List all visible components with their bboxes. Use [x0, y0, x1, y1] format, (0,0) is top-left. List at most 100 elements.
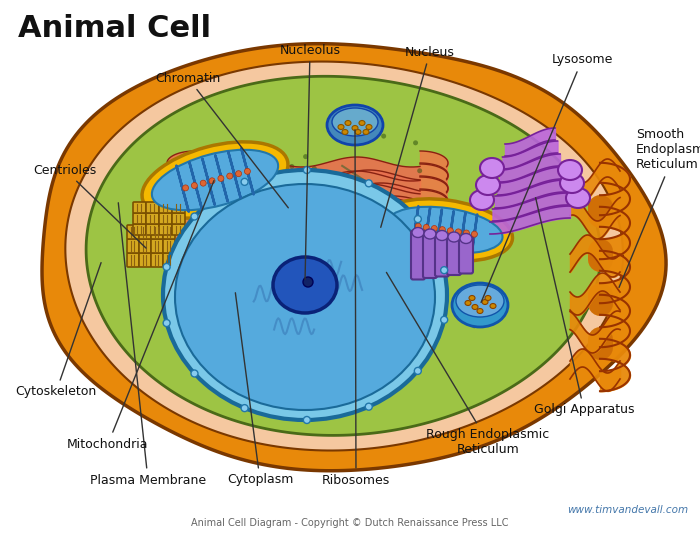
- Ellipse shape: [342, 130, 348, 134]
- Ellipse shape: [365, 403, 372, 410]
- FancyBboxPatch shape: [151, 239, 163, 253]
- Ellipse shape: [503, 241, 507, 246]
- FancyBboxPatch shape: [172, 213, 185, 224]
- Ellipse shape: [241, 404, 248, 411]
- Ellipse shape: [366, 125, 372, 130]
- Text: Centrioles: Centrioles: [34, 164, 146, 248]
- FancyBboxPatch shape: [159, 202, 172, 213]
- Ellipse shape: [218, 176, 224, 181]
- Ellipse shape: [447, 251, 452, 256]
- Ellipse shape: [257, 359, 262, 363]
- FancyBboxPatch shape: [127, 239, 139, 253]
- Polygon shape: [86, 76, 601, 435]
- FancyBboxPatch shape: [127, 225, 139, 239]
- Ellipse shape: [377, 199, 512, 261]
- Ellipse shape: [365, 180, 372, 187]
- Ellipse shape: [297, 246, 302, 251]
- FancyBboxPatch shape: [447, 235, 461, 275]
- Ellipse shape: [241, 178, 248, 185]
- FancyBboxPatch shape: [423, 232, 437, 278]
- Ellipse shape: [344, 295, 349, 300]
- FancyBboxPatch shape: [133, 213, 146, 224]
- Ellipse shape: [200, 180, 206, 186]
- Ellipse shape: [486, 290, 491, 295]
- FancyBboxPatch shape: [411, 231, 425, 280]
- Ellipse shape: [388, 207, 503, 253]
- Ellipse shape: [440, 227, 445, 233]
- FancyBboxPatch shape: [159, 213, 172, 224]
- Ellipse shape: [235, 340, 240, 345]
- Ellipse shape: [327, 105, 383, 145]
- FancyBboxPatch shape: [151, 253, 163, 267]
- Ellipse shape: [441, 316, 448, 323]
- Ellipse shape: [476, 175, 500, 195]
- Ellipse shape: [191, 213, 198, 220]
- Text: Chromatin: Chromatin: [155, 71, 288, 208]
- Ellipse shape: [352, 125, 358, 131]
- Text: Cytoskeleton: Cytoskeleton: [15, 262, 101, 399]
- Text: Animal Cell: Animal Cell: [18, 14, 211, 43]
- Ellipse shape: [445, 213, 450, 219]
- Ellipse shape: [258, 296, 263, 301]
- Ellipse shape: [203, 300, 208, 305]
- Ellipse shape: [484, 292, 489, 296]
- Ellipse shape: [469, 295, 475, 300]
- Ellipse shape: [209, 178, 215, 184]
- Text: Plasma Membrane: Plasma Membrane: [90, 202, 206, 487]
- Ellipse shape: [355, 130, 361, 134]
- Text: Nucleus: Nucleus: [381, 45, 455, 227]
- FancyBboxPatch shape: [163, 239, 175, 253]
- Text: Smooth
Endoplasmic
Reticulum: Smooth Endoplasmic Reticulum: [619, 129, 700, 287]
- Ellipse shape: [303, 416, 310, 423]
- Ellipse shape: [188, 233, 194, 238]
- FancyBboxPatch shape: [172, 202, 185, 213]
- Ellipse shape: [391, 264, 397, 268]
- Ellipse shape: [152, 150, 278, 210]
- Ellipse shape: [428, 271, 433, 275]
- FancyBboxPatch shape: [459, 237, 473, 273]
- Ellipse shape: [313, 310, 319, 315]
- Ellipse shape: [485, 295, 491, 300]
- Ellipse shape: [253, 219, 258, 224]
- Text: Mitochondria: Mitochondria: [67, 180, 214, 450]
- Ellipse shape: [463, 230, 470, 236]
- Ellipse shape: [465, 300, 471, 306]
- Ellipse shape: [413, 140, 418, 145]
- Ellipse shape: [382, 133, 386, 139]
- Ellipse shape: [236, 255, 241, 260]
- Polygon shape: [65, 62, 623, 450]
- Ellipse shape: [430, 279, 435, 284]
- Ellipse shape: [191, 370, 198, 377]
- Ellipse shape: [183, 185, 188, 191]
- Ellipse shape: [372, 224, 377, 228]
- Ellipse shape: [472, 323, 477, 328]
- FancyBboxPatch shape: [146, 202, 159, 213]
- Ellipse shape: [175, 184, 435, 410]
- Ellipse shape: [249, 144, 254, 149]
- Ellipse shape: [354, 363, 359, 368]
- Ellipse shape: [238, 277, 243, 282]
- Ellipse shape: [323, 278, 328, 282]
- FancyBboxPatch shape: [435, 233, 449, 276]
- Text: Lysosome: Lysosome: [481, 53, 612, 302]
- Text: Ribosomes: Ribosomes: [322, 130, 390, 487]
- Ellipse shape: [466, 234, 470, 239]
- Ellipse shape: [441, 225, 446, 231]
- Ellipse shape: [560, 173, 584, 193]
- Text: Cytoplasm: Cytoplasm: [227, 293, 293, 487]
- Ellipse shape: [490, 303, 496, 308]
- Ellipse shape: [470, 190, 494, 210]
- FancyBboxPatch shape: [133, 202, 146, 213]
- Ellipse shape: [191, 183, 197, 188]
- Text: Rough Endoplasmic
Reticulum: Rough Endoplasmic Reticulum: [386, 272, 550, 456]
- Ellipse shape: [303, 277, 313, 287]
- Ellipse shape: [482, 300, 488, 305]
- Ellipse shape: [558, 160, 582, 180]
- Ellipse shape: [303, 154, 308, 159]
- FancyBboxPatch shape: [163, 225, 175, 239]
- Ellipse shape: [480, 158, 504, 178]
- Ellipse shape: [477, 308, 483, 314]
- Ellipse shape: [424, 224, 429, 231]
- Ellipse shape: [414, 215, 421, 222]
- Ellipse shape: [251, 238, 256, 242]
